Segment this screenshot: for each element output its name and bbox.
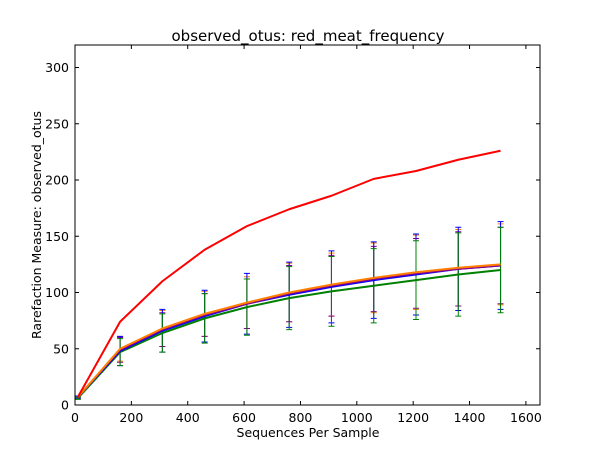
error-bars — [74, 221, 504, 400]
series-line-1 — [77, 263, 501, 398]
y-axis-label: Rarefaction Measure: observed_otus — [29, 111, 44, 339]
y-tick-label-0: 0 — [61, 398, 69, 413]
x-tick-label-8: 1600 — [510, 410, 542, 425]
series-lines — [76, 149, 501, 399]
plot-frame — [74, 44, 541, 406]
y-tick-label-1: 50 — [53, 341, 69, 356]
y-tick-label-6: 300 — [45, 60, 69, 75]
series-line-4 — [77, 269, 501, 399]
x-tick-label-3: 600 — [232, 410, 256, 425]
x-axis-label: Sequences Per Sample — [237, 425, 380, 440]
x-tick-label-7: 1400 — [454, 410, 486, 425]
y-tick-label-5: 250 — [45, 116, 69, 131]
chart-title: observed_otus: red_meat_frequency — [172, 27, 445, 46]
series-line-0 — [76, 149, 501, 398]
series-line-2 — [77, 264, 501, 398]
x-tick-label-2: 400 — [176, 410, 200, 425]
x-tick-label-6: 1200 — [397, 410, 429, 425]
x-tick-label-4: 800 — [289, 410, 313, 425]
x-tick-label-0: 0 — [71, 410, 79, 425]
y-tick-label-2: 100 — [45, 285, 69, 300]
y-tick-label-3: 150 — [45, 229, 69, 244]
x-tick-label-5: 1000 — [341, 410, 373, 425]
y-tick-label-4: 200 — [45, 173, 69, 188]
x-tick-label-1: 200 — [119, 410, 143, 425]
axis-ticks: 0 200 400 600 800 1000 1200 1400 1600 0 50 100 150 20… — [45, 45, 542, 425]
